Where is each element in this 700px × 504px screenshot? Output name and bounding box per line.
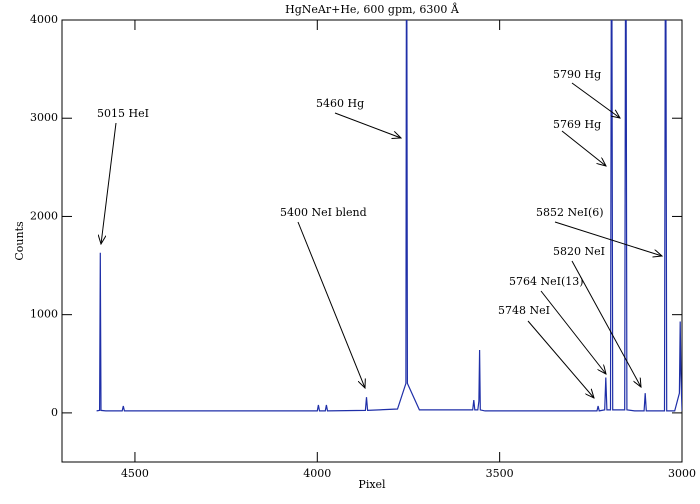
annotation-arrow bbox=[101, 122, 117, 244]
y-tick-label: 2000 bbox=[30, 209, 58, 222]
plot-frame bbox=[61, 19, 683, 463]
annotation: 5015 HeI bbox=[97, 107, 149, 120]
y-tick-label: 1000 bbox=[30, 308, 58, 321]
y-tick-label: 0 bbox=[51, 406, 58, 419]
annotation-arrow bbox=[554, 221, 662, 256]
y-tick-label: 3000 bbox=[30, 111, 58, 124]
x-tick-label: 3000 bbox=[668, 467, 696, 480]
annotation: 5852 NeI(6) bbox=[536, 206, 604, 219]
annotation: 5460 Hg bbox=[316, 97, 364, 110]
annotation-arrow bbox=[527, 320, 594, 398]
annotation-arrow bbox=[571, 260, 641, 387]
annotation: 5769 Hg bbox=[553, 118, 601, 131]
annotation-arrow bbox=[334, 112, 401, 138]
annotation: 5764 NeI(13) bbox=[509, 275, 584, 288]
annotation: 5820 NeI bbox=[553, 245, 605, 258]
annotation: 5400 NeI blend bbox=[280, 206, 367, 219]
annotation: 5748 NeI bbox=[498, 304, 550, 317]
annotation-arrow bbox=[297, 221, 365, 388]
annotation-arrow bbox=[540, 290, 606, 374]
y-tick-label: 4000 bbox=[30, 13, 58, 26]
annotation-arrow bbox=[561, 130, 606, 166]
annotation-arrow bbox=[571, 82, 620, 118]
x-tick-label: 4500 bbox=[121, 467, 149, 480]
x-tick-label: 4000 bbox=[303, 467, 331, 480]
chart-title: HgNeAr+He, 600 gpm, 6300 Å bbox=[285, 2, 460, 16]
x-axis-label: Pixel bbox=[358, 478, 386, 491]
annotation: 5790 Hg bbox=[553, 68, 601, 81]
y-axis-label: Counts bbox=[13, 221, 26, 261]
x-tick-label: 3500 bbox=[486, 467, 514, 480]
spectrum-line bbox=[96, 20, 682, 412]
